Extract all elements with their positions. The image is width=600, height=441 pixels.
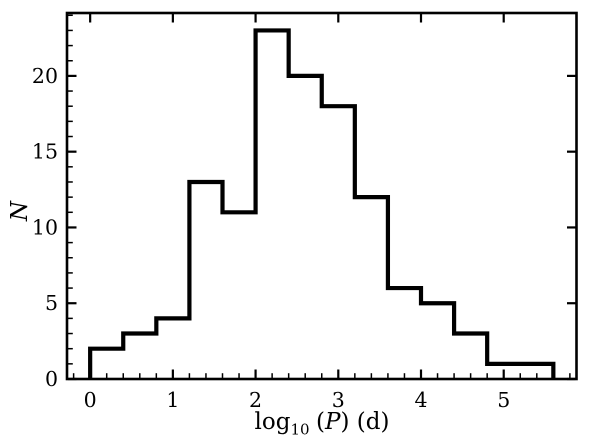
plot-frame (65, 11, 578, 381)
x-tick-label: 5 (497, 388, 510, 412)
xlabel-subscript: 10 (290, 420, 310, 439)
xlabel-open-paren: ( (316, 409, 325, 435)
histogram-step-line (88, 28, 556, 379)
y-tick-label: 5 (45, 291, 58, 315)
y-tick-label: 0 (45, 367, 58, 391)
xlabel-units: ) (d) (340, 409, 390, 435)
axis-ticks (68, 14, 576, 381)
x-tick-label: 3 (332, 388, 345, 412)
x-axis-label: log10 (P) (d) (255, 409, 390, 439)
x-tick-label: 2 (249, 388, 262, 412)
x-tick-label: 0 (84, 388, 97, 412)
y-tick-label: 10 (32, 215, 58, 239)
x-tick-label: 4 (414, 388, 427, 412)
xlabel-log: log (254, 409, 291, 435)
x-tick-label: 1 (166, 388, 179, 412)
xlabel-variable: P (325, 409, 341, 435)
y-axis-label: N (7, 200, 33, 222)
y-tick-label: 15 (32, 140, 58, 164)
y-tick-label: 20 (32, 64, 58, 88)
